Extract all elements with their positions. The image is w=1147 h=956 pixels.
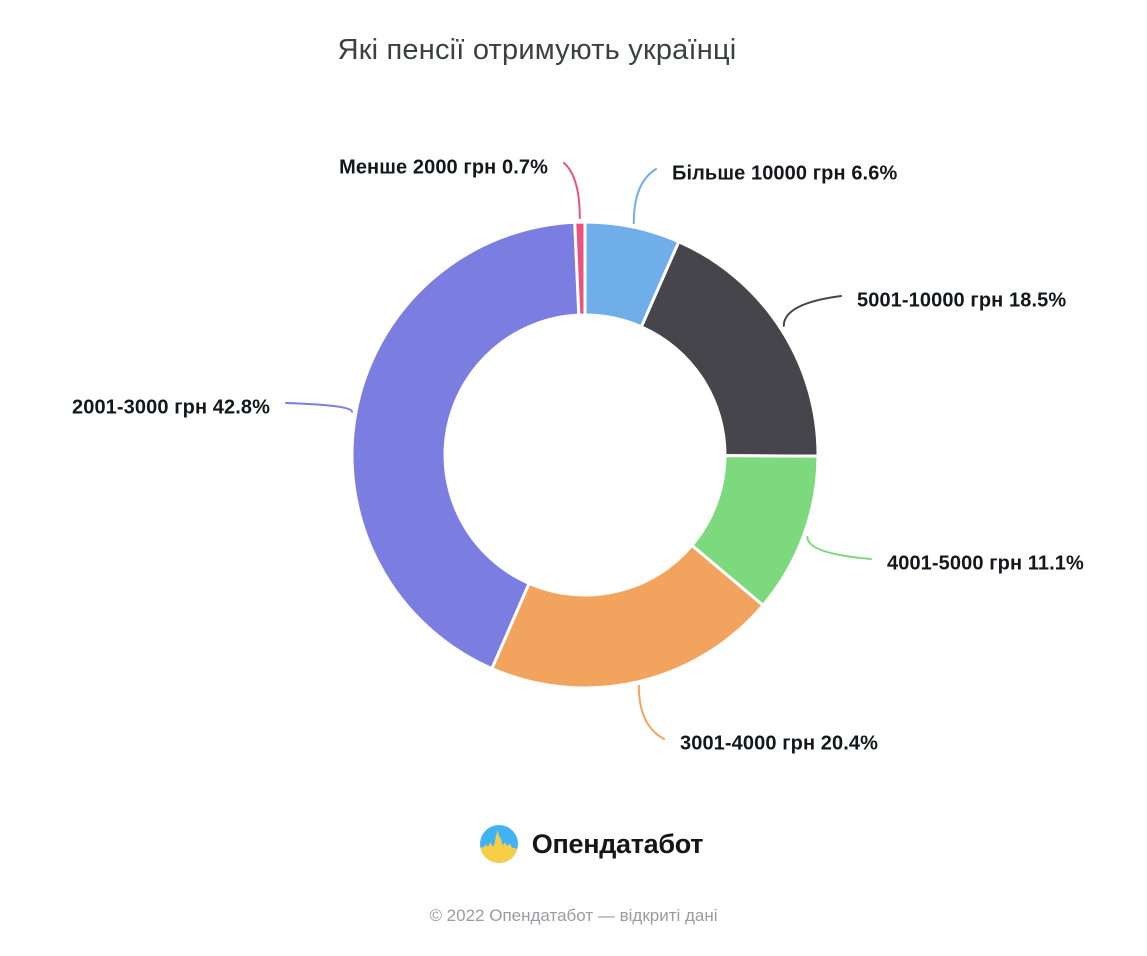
donut-segment-2001-3000 грн — [350, 220, 581, 671]
brand-name: Опендатабот — [531, 828, 704, 859]
brand-footer: Опендатабот — [0, 825, 1147, 863]
leader-line-4001-5000 грн — [806, 535, 872, 560]
donut-segment-3001-4000 грн — [490, 543, 765, 690]
donut-segment-Менше 2000 грн — [573, 220, 587, 317]
leader-line-3001-4000 грн — [637, 684, 665, 740]
copyright: © 2022 Опендатабот — відкриті дані — [429, 906, 718, 925]
leader-line-5001-10000 грн — [782, 295, 842, 327]
chart-title: Які пенсії отримують українці — [337, 34, 737, 66]
donut-segment-5001-10000 грн — [639, 240, 820, 458]
opendatabot-logo-icon — [479, 825, 518, 863]
leader-line-2001-3000 грн — [285, 402, 353, 413]
leader-line-Менше 2000 грн — [563, 162, 581, 220]
leader-line-Більше 10000 грн — [632, 168, 657, 225]
